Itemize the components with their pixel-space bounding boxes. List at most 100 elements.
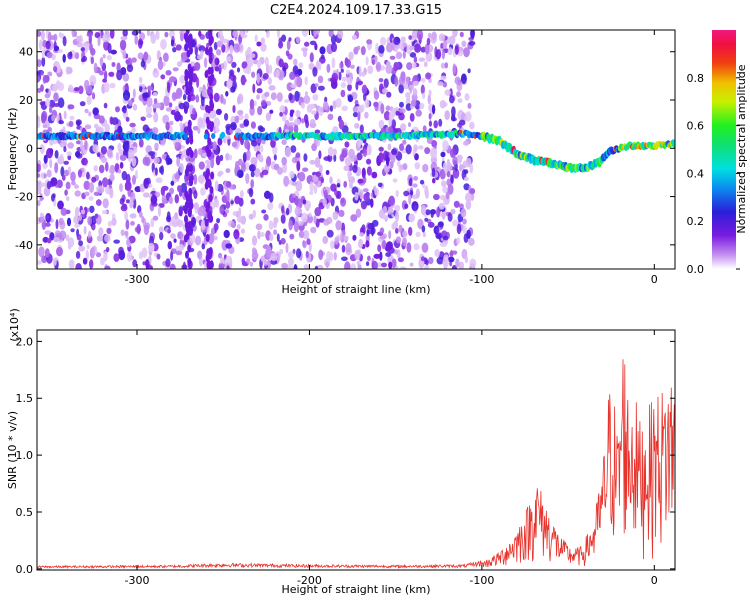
spectrogram-cell xyxy=(225,209,229,214)
spectrogram-cell xyxy=(197,120,202,129)
spectrogram-cell xyxy=(285,50,290,57)
spectrogram-cell xyxy=(37,119,41,129)
spectrogram-cell xyxy=(464,176,469,182)
spectrogram-cell xyxy=(69,115,75,121)
spectrogram-cell xyxy=(86,85,93,95)
spectrogram-cell xyxy=(180,32,184,42)
spectrogram-cell xyxy=(434,249,441,258)
snr-multiplier-label: (x10⁴) xyxy=(8,308,21,342)
spectrogram-cell xyxy=(197,206,205,217)
spectrogram-cell xyxy=(285,242,289,254)
spectrogram-cell xyxy=(109,187,114,199)
spectrogram-cell xyxy=(303,95,311,104)
spectrogram-cell xyxy=(424,43,430,55)
spectrogram-cell xyxy=(449,95,455,104)
spectrogram-cell xyxy=(288,219,293,231)
spectrogram-cell xyxy=(324,189,328,200)
spectrogram-cell xyxy=(219,205,225,215)
spectrogram-cell xyxy=(380,127,387,134)
spectrogram-cell xyxy=(44,222,51,227)
spectrogram-cell xyxy=(414,162,421,170)
spectrogram-cell xyxy=(340,197,347,207)
spectrogram-cell xyxy=(295,152,301,159)
spectrogram-cell xyxy=(209,260,214,269)
spectrogram-cell xyxy=(408,35,413,40)
spectrogram-cell xyxy=(207,66,212,75)
spectrogram-cell xyxy=(371,171,378,179)
spectrogram-cell xyxy=(39,193,43,202)
spectrogram-cell xyxy=(219,35,225,41)
spectrogram-cell xyxy=(441,210,446,220)
spectrogram-cell xyxy=(284,99,290,103)
spectrogram-cell xyxy=(423,61,428,68)
spectrogram-cell xyxy=(337,30,344,39)
spectrogram-cell xyxy=(89,205,95,213)
spectrogram-cell xyxy=(340,82,347,88)
spectrogram-cell xyxy=(123,89,130,101)
spectrogram-cell xyxy=(324,258,331,268)
snr-frame xyxy=(36,329,676,571)
spectrogram-cell xyxy=(79,140,84,152)
spectrogram-cell xyxy=(164,31,169,38)
spectrogram-cell xyxy=(159,232,164,241)
spectrogram-cell xyxy=(89,75,97,86)
spectrogram-cell xyxy=(328,30,334,38)
spectrogram-cell xyxy=(214,198,220,208)
spectrogram-cell xyxy=(41,255,48,264)
spectrogram-cell xyxy=(347,94,354,103)
spectrogram-cell xyxy=(322,236,329,244)
spectrogram-cell xyxy=(99,57,104,67)
spectrogram-cell xyxy=(352,106,358,113)
spectrogram-cell xyxy=(388,195,395,206)
spectrogram-cell xyxy=(208,75,213,84)
spectrogram-cell xyxy=(276,233,280,242)
spectrogram-cell xyxy=(64,189,68,196)
spectrogram-cell xyxy=(438,202,445,210)
spectrogram-cell xyxy=(377,244,382,252)
spectrogram-cell xyxy=(330,42,338,53)
spectrogram-cell xyxy=(420,77,426,83)
spectrogram-cell xyxy=(226,134,231,140)
spectrogram-cell xyxy=(408,122,411,128)
spectrogram-cell xyxy=(163,95,170,107)
spectrogram-cell xyxy=(122,30,128,38)
spectrogram-cell xyxy=(314,157,321,168)
spectrogram-cell xyxy=(280,237,286,245)
x-tick-label: 0 xyxy=(651,574,658,587)
spectrogram-cell xyxy=(291,181,297,186)
spectrogram-cell xyxy=(198,148,203,155)
spectrogram-cell xyxy=(190,233,196,244)
spectrogram-cell xyxy=(68,84,74,93)
spectrogram-cell xyxy=(365,56,369,66)
spectrogram-cell xyxy=(428,32,432,39)
spectrogram-cell xyxy=(280,214,286,224)
spectrogram-cell xyxy=(103,81,110,93)
spectrogram-cell xyxy=(263,260,269,266)
spectrogram-cell xyxy=(65,181,71,190)
spectrogram-cell xyxy=(158,226,164,234)
spectrogram-cell xyxy=(76,234,82,241)
spectrogram-cell xyxy=(126,238,131,246)
spectrogram-cell xyxy=(391,222,397,230)
spectrogram-cell xyxy=(331,57,336,69)
spectrogram-cell xyxy=(215,155,221,166)
spectrogram-cell xyxy=(463,47,470,58)
spectrogram-cell xyxy=(233,43,241,53)
spectrogram-cell xyxy=(302,230,310,240)
spectrogram-cell xyxy=(92,144,99,153)
spectrogram-cell xyxy=(428,113,432,120)
spectrogram-cell xyxy=(323,156,331,162)
spectrogram-cell xyxy=(109,82,116,89)
spectrogram-cell xyxy=(326,63,331,73)
spectrogram-cell xyxy=(281,205,285,214)
spectrogram-cell xyxy=(309,181,314,193)
spectrogram-cell xyxy=(75,151,81,158)
spectrogram-cell xyxy=(254,170,260,178)
spectrogram-cell xyxy=(37,260,42,265)
spectrogram-cell xyxy=(160,39,167,50)
spectrogram-cell xyxy=(402,50,406,59)
spectrogram-cell xyxy=(377,182,383,188)
spectrogram-cell xyxy=(395,228,399,234)
spectrogram-cell xyxy=(237,109,244,116)
spectrogram-cell xyxy=(42,124,47,129)
